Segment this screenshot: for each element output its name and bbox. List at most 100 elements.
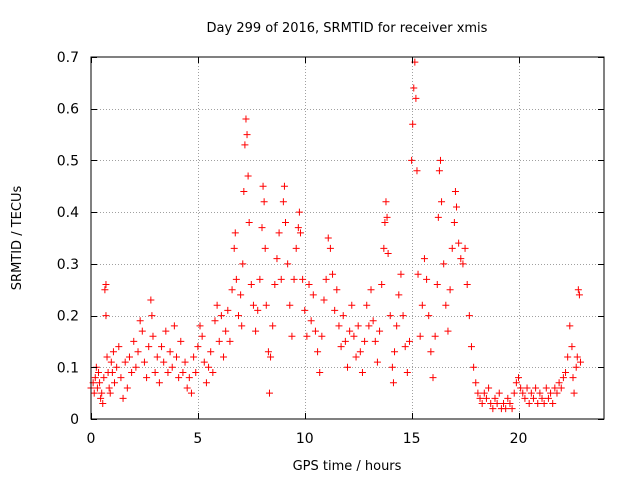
data-point [247,281,255,289]
data-point [295,208,303,216]
data-point [231,229,239,237]
data-point [482,394,490,402]
data-point [158,343,166,351]
plot-frame [90,56,605,420]
data-point [418,301,426,309]
data-point [500,399,508,407]
data-point [562,368,570,376]
data-point [389,379,397,387]
data-point [414,270,422,278]
data-point [230,244,238,252]
data-point [271,281,279,289]
data-point [557,384,565,392]
data-point [502,405,510,413]
data-point [574,286,582,294]
data-point [459,260,467,268]
data-point [94,368,102,376]
data-point [244,172,252,180]
data-point [226,337,234,345]
data-point [320,296,328,304]
data-point [311,327,319,335]
data-point [521,394,529,402]
data-point [90,389,98,397]
data-point [326,244,334,252]
data-point [427,348,435,356]
data-point [181,358,189,366]
data-point [568,343,576,351]
data-point [273,255,281,263]
data-point [572,363,580,371]
data-point [409,120,417,128]
data-point [493,399,501,407]
data-point [98,389,106,397]
data-point [134,348,142,356]
data-point [346,327,354,335]
data-point [478,399,486,407]
chart-title: Day 299 of 2016, SRMTID for receiver xmi… [207,21,488,36]
data-point [138,327,146,335]
data-point [491,394,499,402]
data-point [282,218,290,226]
y-tick-label: 0.4 [57,205,79,221]
data-point [450,218,458,226]
data-point [434,213,442,221]
data-point [168,363,176,371]
data-point [173,353,180,361]
data-point [527,389,535,397]
data-point [259,182,267,190]
data-point [433,281,441,289]
data-point [279,198,287,206]
data-point [179,368,187,376]
data-point [237,291,245,299]
data-point [213,301,221,309]
data-point [540,399,548,407]
data-point [519,389,527,397]
data-point [416,332,424,340]
data-point [132,363,140,371]
data-point [376,327,384,335]
data-point [260,198,268,206]
data-point [383,213,391,221]
data-point [551,384,559,392]
data-point [382,198,390,206]
data-point [420,255,428,263]
data-point [102,312,110,320]
data-point [476,394,484,402]
data-point [485,384,493,392]
data-point [264,348,272,356]
data-point [361,337,369,345]
data-point [151,368,159,376]
data-point [111,379,119,387]
data-point [547,389,555,397]
data-point [341,337,349,345]
data-point [358,368,366,376]
data-point [292,244,300,252]
data-point [106,389,114,397]
data-point [303,332,311,340]
data-point [517,384,525,392]
data-point [256,275,264,283]
data-point [91,374,99,382]
data-point [265,389,273,397]
y-tick-label: 0.7 [57,50,79,66]
data-point [457,255,465,263]
data-point [299,275,307,283]
data-point [534,399,542,407]
data-point [570,389,578,397]
data-point [451,187,459,195]
axis-ticks: 0 5 10 15 20 0 0.1 0.2 0.3 0.4 0.5 0.6 0.7 [57,50,604,447]
data-point [425,312,433,320]
x-tick-label: 15 [403,431,421,447]
y-tick-label: 0.2 [57,309,79,325]
data-point [329,270,337,278]
data-point [352,353,360,361]
data-point [107,358,115,366]
data-point [335,322,343,330]
data-point [442,301,450,309]
data-point [130,337,138,345]
data-point [305,281,313,289]
data-point [241,141,249,149]
data-point [164,368,172,376]
data-point [348,301,356,309]
data-point [234,312,242,320]
